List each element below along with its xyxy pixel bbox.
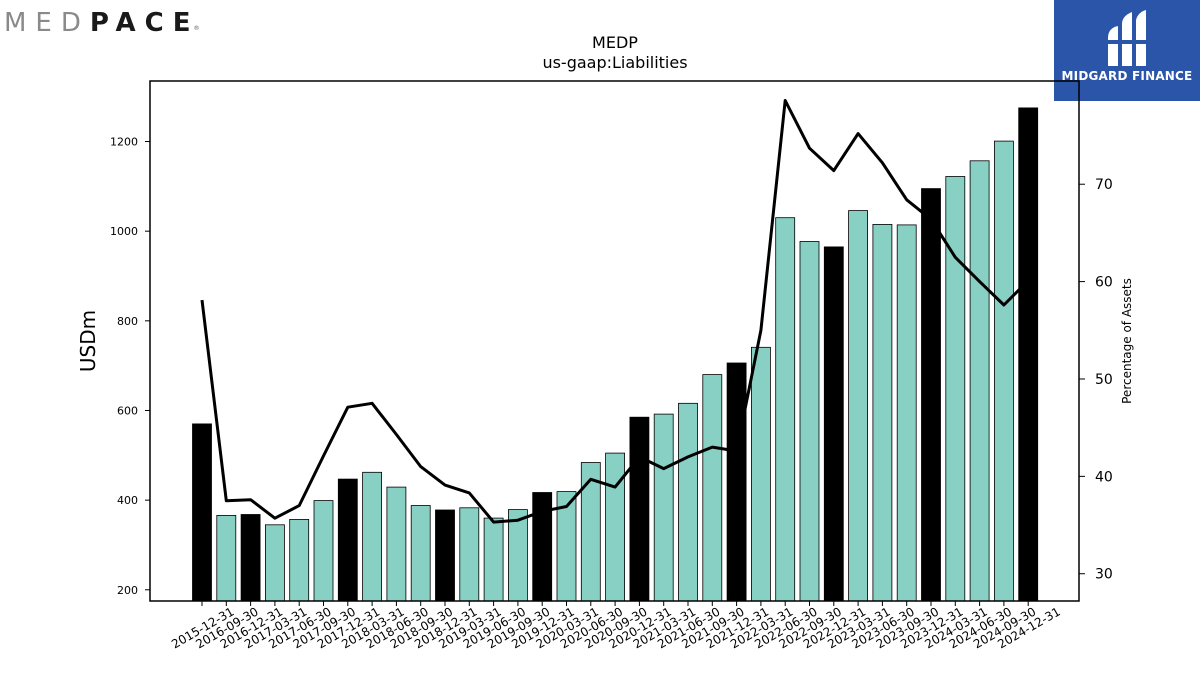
y-tick-label: 1200	[110, 136, 138, 149]
bar	[264, 524, 285, 602]
y2-tick-label: 50	[1095, 372, 1113, 388]
bar	[289, 519, 310, 602]
bar	[507, 509, 528, 602]
bar	[872, 223, 893, 602]
bar	[605, 452, 625, 602]
bar	[775, 217, 796, 602]
bar	[799, 241, 820, 602]
y2-tick-label: 60	[1095, 275, 1113, 291]
bar	[653, 413, 674, 602]
bar	[313, 500, 334, 602]
bar	[702, 374, 723, 602]
bar	[362, 471, 383, 602]
bar	[994, 140, 1014, 602]
bar	[435, 509, 455, 602]
bar	[921, 188, 941, 602]
y-tick-label: 200	[117, 584, 138, 597]
logo-text-med: MED	[4, 8, 90, 38]
logo-text-pace: PACE	[89, 8, 200, 38]
bar	[337, 478, 358, 602]
bar	[1018, 107, 1039, 602]
bar	[192, 423, 212, 602]
y-axis-label: USDm	[76, 310, 100, 372]
y-tick-label: 400	[117, 494, 138, 507]
y2-axis-label: Percentage of Assets	[1120, 278, 1134, 404]
series-line-percentage	[200, 99, 1030, 524]
midgard-mark-icon	[1106, 10, 1148, 66]
bar	[751, 346, 771, 602]
midgard-finance-logo: MIDGARD FINANCE	[1054, 0, 1200, 101]
bar	[823, 246, 844, 602]
bar	[629, 416, 650, 602]
bar	[580, 462, 601, 602]
bar	[240, 514, 261, 602]
y2-tick-label: 40	[1095, 469, 1113, 485]
y-tick-label: 1000	[110, 225, 138, 238]
y-tick-label: 600	[117, 404, 138, 417]
y-tick-label: 800	[117, 315, 138, 328]
bar	[969, 160, 990, 602]
y2-tick-label: 70	[1095, 177, 1113, 193]
medpace-logo: MED PACE ®	[4, 4, 200, 42]
bar	[459, 507, 480, 602]
bar	[726, 362, 747, 602]
plot-area: 2004006008001000120030405060702015-12-31…	[110, 80, 1113, 651]
bar	[678, 402, 698, 602]
bar	[896, 224, 917, 602]
bar	[945, 176, 966, 602]
chart-subtitle: us-gaap:Liabilities	[542, 53, 687, 72]
logo-text-midgard: MIDGARD FINANCE	[1061, 69, 1193, 83]
bar	[410, 505, 431, 602]
chart-title: MEDP	[592, 33, 638, 52]
plot-frame	[149, 80, 1080, 602]
bar	[848, 210, 868, 602]
logo-registered-mark: ®	[193, 24, 200, 32]
bar	[483, 517, 504, 602]
bar	[216, 515, 237, 602]
y2-tick-label: 30	[1095, 567, 1113, 583]
bar	[386, 486, 407, 602]
